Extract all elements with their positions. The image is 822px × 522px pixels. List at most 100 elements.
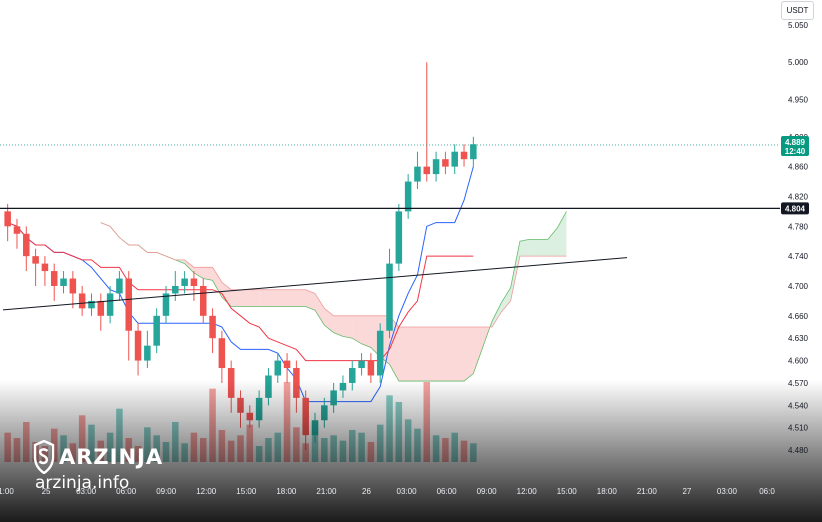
brand-url: arzinja.info: [35, 473, 130, 493]
candle-body: [32, 256, 39, 264]
candle-body: [442, 159, 449, 167]
price-tick-label: 4.600: [788, 357, 809, 366]
cloud-segment: [417, 327, 427, 382]
cloud-segment: [557, 211, 567, 257]
cloud-segment: [296, 289, 306, 307]
time-tick-label: 1:00: [0, 487, 14, 496]
brand-name: ARZINJA: [59, 445, 164, 469]
cloud-segment: [501, 287, 511, 313]
price-tick-label: 4.570: [788, 379, 809, 388]
currency-label[interactable]: USDT: [781, 1, 814, 20]
time-tick-label: 12:00: [196, 487, 217, 496]
price-tick-label: 4.660: [788, 312, 809, 321]
cloud-segment: [361, 315, 371, 348]
candle-body: [414, 166, 421, 182]
candle-body: [358, 360, 365, 369]
candle-body: [88, 300, 95, 309]
price-tick-label: 4.630: [788, 334, 809, 343]
candle-body: [4, 211, 11, 227]
cloud-segment: [212, 267, 222, 298]
candle-body: [404, 181, 412, 212]
time-tick-label: 06:0: [759, 487, 775, 496]
leading-span-a: [100, 211, 567, 382]
cloud-segment: [259, 289, 269, 307]
price-tick-label: 4.700: [788, 282, 809, 291]
price-tick-label: 5.050: [788, 21, 809, 30]
candle-body: [274, 360, 282, 376]
cloud-segment: [408, 327, 418, 382]
price-tick-label: 4.510: [788, 424, 809, 433]
cloud-segment: [426, 327, 437, 382]
candle-body: [144, 345, 151, 361]
candle-body: [376, 330, 384, 376]
cloud-segment: [333, 315, 343, 337]
cloud-segment: [277, 289, 288, 307]
cloud-segment: [445, 327, 455, 382]
time-tick-label: 06:00: [437, 487, 458, 496]
conversion-line: [7, 166, 474, 403]
candle-body: [395, 211, 403, 264]
price-tick-label: 4.540: [788, 401, 809, 410]
price-tick-label: 4.740: [788, 252, 809, 261]
candle-body: [162, 293, 170, 316]
candle-body: [432, 159, 440, 175]
cloud-segment: [529, 239, 539, 257]
cloud-segment: [519, 239, 530, 257]
cloud-segment: [464, 327, 474, 382]
price-tick-label: 5.000: [788, 58, 809, 67]
cloud-segment: [305, 289, 316, 311]
base-line: [7, 222, 474, 362]
candle-body: [181, 278, 188, 286]
ichimoku-lines: [7, 166, 474, 403]
horizontal-levels: [0, 144, 780, 311]
current-price-value: 4.889: [785, 138, 806, 147]
trendline: [2, 257, 628, 311]
candle-body: [116, 278, 123, 294]
candle-body: [423, 166, 431, 175]
candle-body: [451, 151, 458, 167]
time-axis: 1:00 25 03:00 06:00 09:00 12:00 15:00 18:00 21:0…: [0, 487, 775, 496]
cloud-segment: [342, 315, 353, 339]
current-price-badge: [781, 136, 809, 157]
cloud-segment: [398, 327, 409, 382]
cloud-segment: [193, 267, 204, 279]
cloud-segment: [184, 259, 194, 273]
candle-body: [69, 278, 77, 294]
cloud-segment: [538, 239, 548, 257]
cloud-segment: [436, 327, 446, 382]
time-tick-label: 12:00: [517, 487, 538, 496]
candle-body: [190, 278, 198, 286]
candle-body: [41, 263, 49, 272]
candle-body: [349, 368, 356, 383]
time-tick-label: 27: [682, 487, 691, 496]
candle-body: [106, 293, 114, 316]
candle-body: [199, 285, 207, 316]
time-tick-label: 15:00: [236, 487, 257, 496]
brand-logo-icon: [33, 440, 55, 474]
candle-body: [153, 315, 160, 346]
cloud-segment: [510, 241, 520, 301]
candle-body: [386, 263, 393, 331]
bottom-shade: [0, 380, 822, 522]
price-tick-label: 4.480: [788, 446, 809, 455]
level-price-badge: [781, 202, 809, 215]
cloud-segment: [352, 315, 362, 344]
cloud-segment: [287, 289, 297, 307]
cloud-segment: [454, 327, 465, 382]
cloud-segment: [491, 302, 502, 328]
watermark: ARZINJA arzinja.info: [33, 440, 163, 493]
candle-body: [97, 300, 105, 316]
candle-body: [78, 293, 86, 309]
time-tick-label: 09:00: [156, 487, 177, 496]
time-tick-label: 21:00: [637, 487, 658, 496]
candle-body: [470, 144, 477, 160]
cloud-segment: [473, 327, 483, 374]
time-tick-label: 15:00: [557, 487, 578, 496]
price-tick-label: 4.860: [788, 163, 809, 172]
candle-body: [209, 315, 216, 339]
time-tick-label: 18:00: [276, 487, 297, 496]
cloud-segment: [231, 289, 241, 307]
